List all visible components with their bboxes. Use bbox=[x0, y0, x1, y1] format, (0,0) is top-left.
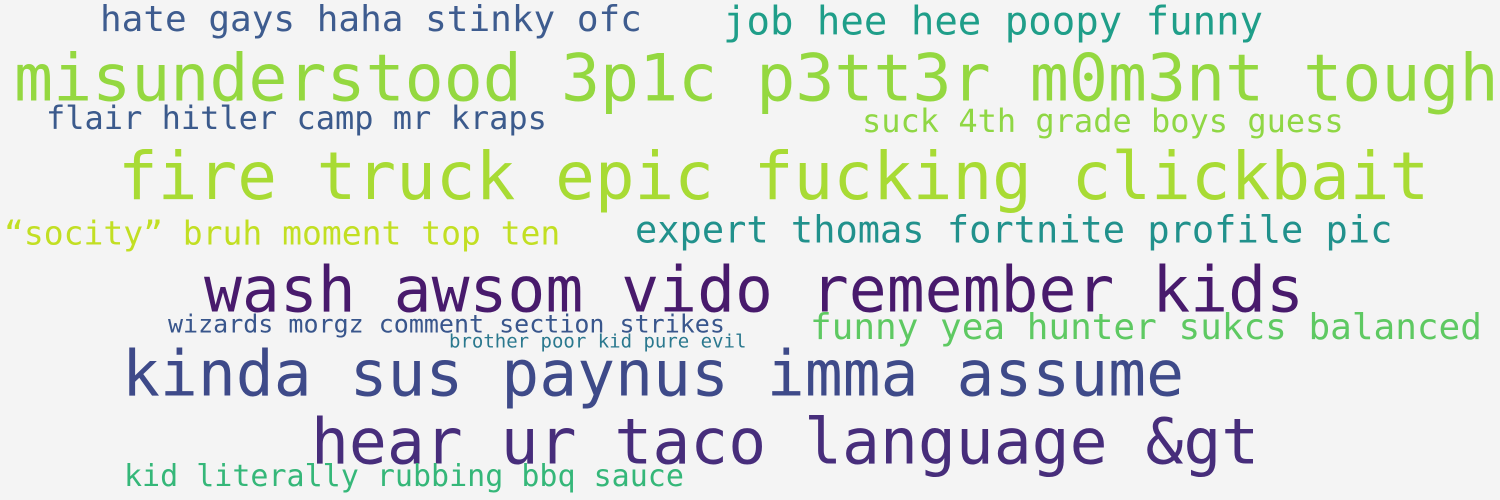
cloud-phrase: funny yea hunter sukcs balanced bbox=[810, 307, 1482, 348]
cloud-phrase: hate gays haha stinky ofc bbox=[100, 0, 642, 40]
cloud-phrase: “socity” bruh moment top ten bbox=[4, 213, 561, 253]
cloud-phrase: kid literally rubbing bbq sauce bbox=[124, 459, 684, 494]
cloud-phrase: misunderstood 3p1c p3tt3r m0m3nt tough bbox=[14, 41, 1499, 117]
cloud-phrase: expert thomas fortnite profile pic bbox=[635, 208, 1393, 252]
cloud-phrase: suck 4th grade boys guess bbox=[862, 102, 1344, 140]
cloud-phrase: job hee hee poopy funny bbox=[723, 0, 1264, 45]
cloud-phrase: wizards morgz comment section strikes bbox=[168, 309, 725, 339]
cloud-phrase: wash awsom vido remember kids bbox=[204, 253, 1304, 327]
cloud-phrase: brother poor kid pure evil bbox=[449, 330, 747, 353]
cloud-phrase: hear ur taco language &gt bbox=[311, 405, 1260, 479]
cloud-phrase: kinda sus paynus imma assume bbox=[122, 337, 1185, 411]
cloud-phrase: flair hitler camp mr kraps bbox=[46, 99, 547, 137]
cloud-phrase: fire truck epic fucking clickbait bbox=[118, 138, 1430, 215]
